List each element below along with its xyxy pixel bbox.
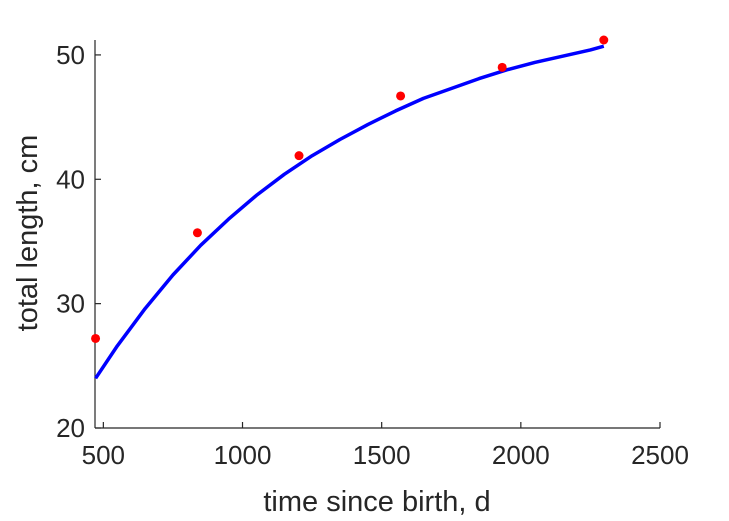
y-tick-label: 20 [56,413,85,443]
data-point [294,151,304,161]
x-tick-label: 500 [82,440,125,470]
x-tick-label: 2000 [492,440,550,470]
x-axis-label: time since birth, d [263,486,490,518]
fit-curve-line [94,44,605,380]
data-point [396,91,406,101]
x-tick-label: 1000 [214,440,272,470]
data-point [497,62,507,72]
y-tick-label: 40 [56,164,85,194]
data-point [91,333,101,343]
fit-curve-series [94,44,605,380]
y-tick-label: 30 [56,289,85,319]
y-axis-label: total length, cm [12,135,44,332]
x-tick-label: 1500 [353,440,411,470]
x-tick-label: 2500 [631,440,689,470]
y-axis-ticks: 20 30 40 50 [56,40,101,443]
data-points-series [91,35,609,343]
data-point [192,228,202,238]
y-tick-label: 50 [56,40,85,70]
axes [94,40,660,429]
x-axis-ticks: 500 1000 1500 2000 2500 [82,422,689,470]
data-point [599,35,609,45]
